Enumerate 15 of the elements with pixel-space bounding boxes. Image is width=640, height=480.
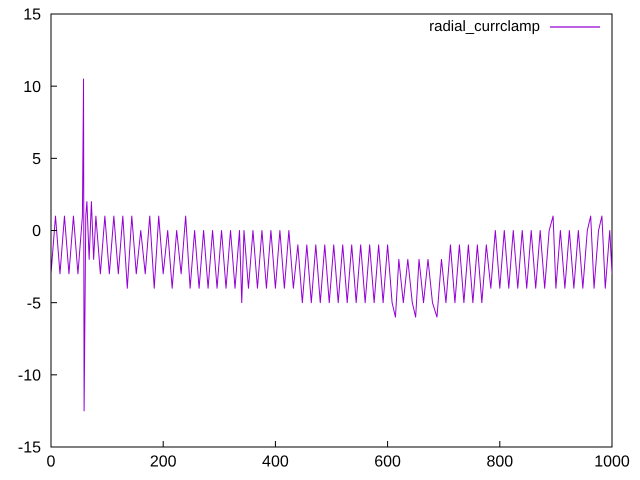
x-tick-label: 0 <box>46 453 56 470</box>
y-tick-label: -15 <box>18 440 42 457</box>
line-series <box>51 78 612 412</box>
x-tick-label: 600 <box>374 453 402 470</box>
y-tick-label: -5 <box>26 295 42 312</box>
y-tick-label: 10 <box>23 78 42 96</box>
x-tick-label: 1000 <box>594 453 630 470</box>
legend-label: radial_currclamp <box>429 18 540 35</box>
y-tick-label: 0 <box>32 223 42 240</box>
y-tick-label: 15 <box>23 6 42 24</box>
x-tick-label: 800 <box>486 453 514 470</box>
x-tick-label: 200 <box>150 453 177 470</box>
y-tick-label: -10 <box>18 368 42 385</box>
x-tick-label: 400 <box>262 453 289 470</box>
y-tick-label: 5 <box>32 151 42 168</box>
